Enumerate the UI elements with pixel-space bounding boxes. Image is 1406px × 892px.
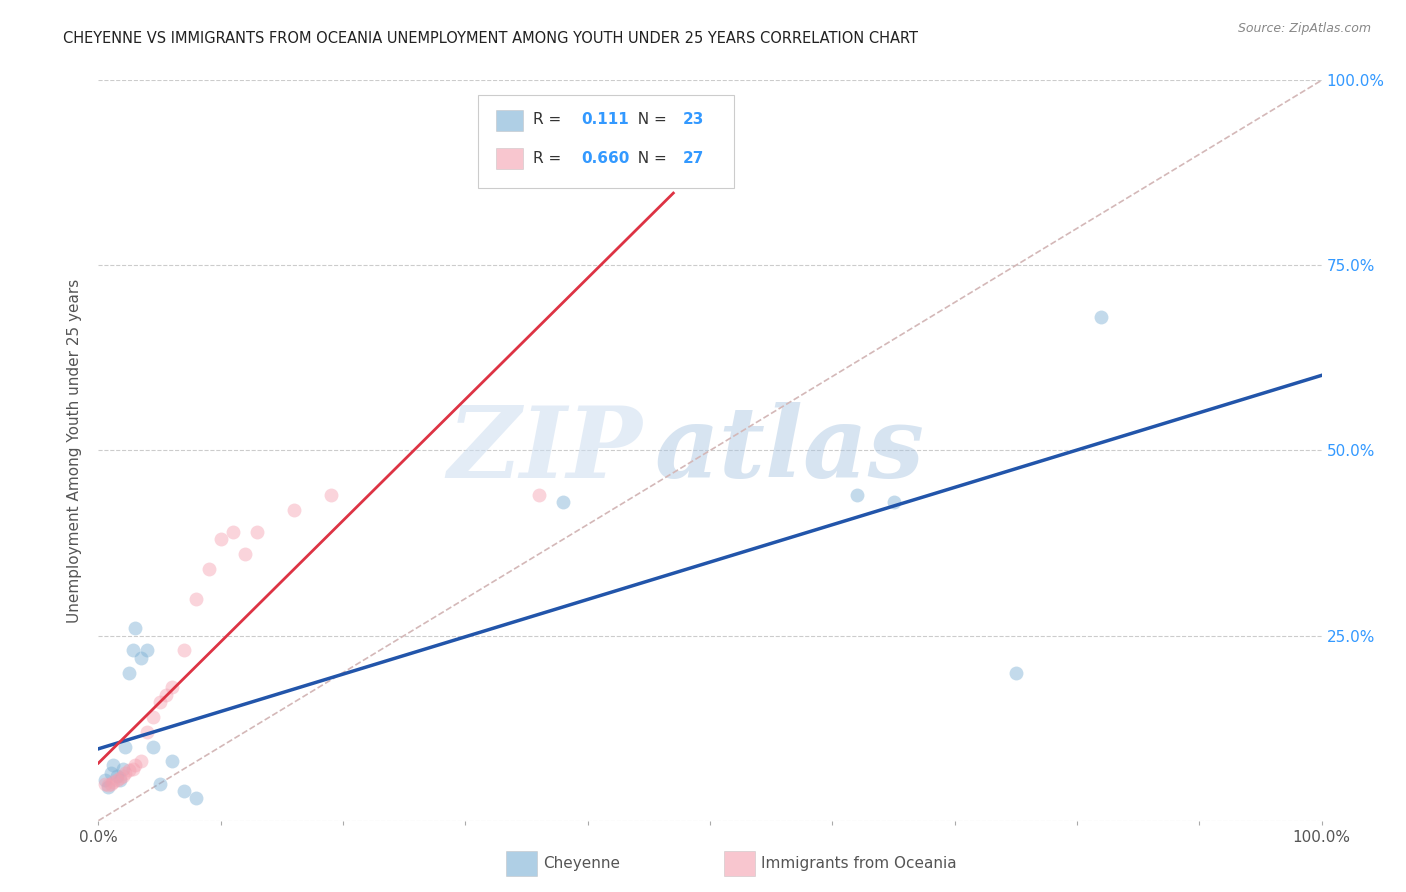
Point: [118, 764, 141, 778]
Point: [553, 495, 575, 509]
Point: [105, 772, 128, 787]
Point: [105, 769, 128, 783]
Text: 0.660: 0.660: [582, 151, 630, 166]
Point: [101, 758, 124, 772]
Text: Source: ZipAtlas.com: Source: ZipAtlas.com: [1237, 22, 1371, 36]
Text: 0.111: 0.111: [582, 112, 630, 127]
Text: R =: R =: [533, 112, 565, 127]
Point: [197, 562, 219, 576]
Text: 27: 27: [683, 151, 704, 166]
Point: [114, 765, 136, 780]
Point: [142, 739, 165, 754]
Point: [93, 772, 115, 787]
Point: [97, 778, 120, 792]
Point: [100, 765, 122, 780]
Point: [1090, 310, 1112, 325]
Point: [160, 681, 183, 695]
Point: [136, 643, 159, 657]
Point: [110, 771, 132, 785]
Point: [111, 769, 134, 783]
Point: [118, 665, 141, 680]
Point: [209, 533, 232, 547]
Point: [173, 643, 195, 657]
Point: [111, 762, 134, 776]
Text: atlas: atlas: [655, 402, 925, 499]
Point: [845, 488, 868, 502]
Point: [149, 776, 172, 791]
Point: [97, 780, 120, 795]
Point: [124, 758, 146, 772]
Point: [110, 772, 132, 787]
Point: [142, 710, 165, 724]
Point: [173, 784, 195, 798]
Text: Cheyenne: Cheyenne: [543, 856, 620, 871]
Point: [124, 621, 146, 635]
Point: [160, 755, 183, 769]
FancyBboxPatch shape: [496, 148, 523, 169]
Text: CHEYENNE VS IMMIGRANTS FROM OCEANIA UNEMPLOYMENT AMONG YOUTH UNDER 25 YEARS CORR: CHEYENNE VS IMMIGRANTS FROM OCEANIA UNEM…: [63, 31, 918, 46]
Point: [100, 776, 122, 791]
Point: [101, 775, 124, 789]
Y-axis label: Unemployment Among Youth under 25 years: Unemployment Among Youth under 25 years: [67, 278, 83, 623]
Text: ZIP: ZIP: [447, 402, 643, 499]
Point: [283, 502, 305, 516]
Point: [233, 547, 256, 561]
Point: [155, 688, 177, 702]
Text: R =: R =: [533, 151, 565, 166]
Point: [136, 724, 159, 739]
Point: [883, 495, 905, 509]
Point: [186, 591, 208, 606]
Point: [93, 776, 115, 791]
Point: [222, 524, 245, 539]
Point: [121, 643, 143, 657]
FancyBboxPatch shape: [478, 95, 734, 187]
Point: [1004, 665, 1026, 680]
Point: [129, 755, 152, 769]
Text: 23: 23: [683, 112, 704, 127]
Point: [319, 488, 342, 502]
Point: [527, 488, 550, 502]
Point: [114, 739, 136, 754]
FancyBboxPatch shape: [496, 110, 523, 130]
Text: N =: N =: [628, 112, 672, 127]
Point: [149, 695, 172, 709]
Point: [129, 650, 152, 665]
Point: [246, 524, 269, 539]
Point: [121, 762, 143, 776]
Text: N =: N =: [628, 151, 672, 166]
Text: Immigrants from Oceania: Immigrants from Oceania: [761, 856, 956, 871]
Point: [186, 791, 208, 805]
